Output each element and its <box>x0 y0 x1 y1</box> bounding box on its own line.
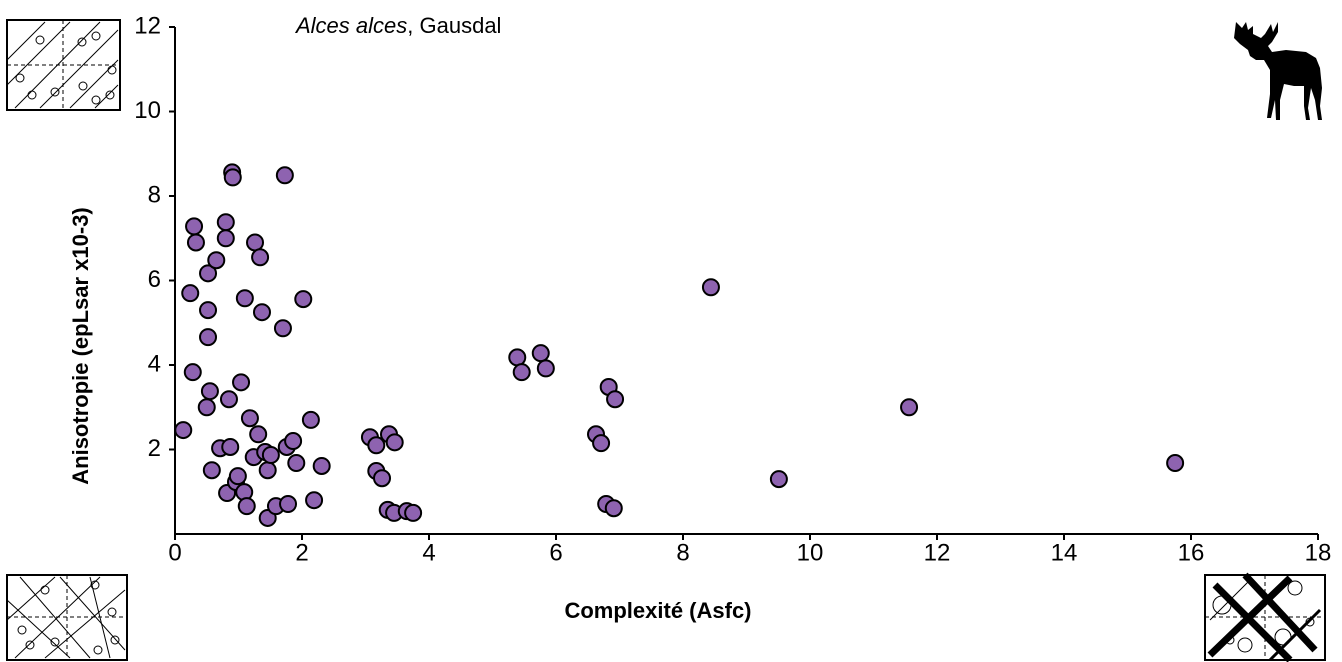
y-tick-label: 8 <box>148 181 161 208</box>
data-point <box>174 421 193 440</box>
x-tick-label: 16 <box>1178 539 1205 566</box>
data-point <box>183 363 202 382</box>
data-point <box>305 491 324 510</box>
data-point <box>275 166 294 185</box>
data-point <box>237 497 256 516</box>
data-point <box>199 328 218 347</box>
data-point <box>606 390 625 409</box>
data-point <box>312 456 331 475</box>
data-point <box>216 229 235 248</box>
data-point <box>273 319 292 338</box>
y-tick-label: 6 <box>148 266 161 293</box>
x-tick-label: 2 <box>295 539 308 566</box>
data-point <box>246 233 265 252</box>
data-point <box>512 363 531 382</box>
icon-bottom-right <box>1204 572 1326 662</box>
data-point <box>385 433 404 452</box>
data-point <box>199 264 218 283</box>
data-point <box>185 217 204 236</box>
data-point <box>251 248 270 267</box>
data-point <box>284 432 303 451</box>
data-point <box>200 382 219 401</box>
data-point <box>252 303 271 322</box>
data-point <box>701 278 720 297</box>
data-point <box>186 233 205 252</box>
y-tick-label: 12 <box>134 12 161 39</box>
data-point <box>279 495 298 514</box>
data-point <box>531 344 550 363</box>
y-tick-label: 10 <box>134 97 161 124</box>
data-point <box>235 289 254 308</box>
data-point <box>592 434 611 453</box>
x-tick-label: 12 <box>924 539 951 566</box>
chart-title: Alces alces, Gausdal <box>294 13 501 38</box>
data-point <box>367 436 386 455</box>
x-tick-label: 10 <box>797 539 824 566</box>
x-tick-label: 4 <box>422 539 435 566</box>
title-site: , Gausdal <box>407 13 501 38</box>
data-point <box>221 437 240 456</box>
data-point <box>604 499 623 518</box>
data-point <box>232 373 251 392</box>
data-point <box>207 251 226 270</box>
data-point <box>223 168 242 187</box>
y-tick-label: 2 <box>148 435 161 462</box>
data-point <box>219 390 238 409</box>
data-point <box>181 284 200 303</box>
moose-icon <box>1234 22 1322 120</box>
x-tick-label: 14 <box>1051 539 1078 566</box>
icon-bottom-left <box>6 574 128 661</box>
x-tick-label: 0 <box>168 539 181 566</box>
data-point <box>301 410 320 429</box>
data-point <box>1166 454 1185 473</box>
x-tick-label: 18 <box>1305 539 1332 566</box>
data-point <box>769 470 788 489</box>
data-point <box>202 461 221 480</box>
data-point <box>900 398 919 417</box>
data-point <box>536 359 555 378</box>
data-point <box>404 503 423 522</box>
x-tick-label: 6 <box>549 539 562 566</box>
y-axis-label: Anisotropie (epLsar x10-3) <box>68 207 93 485</box>
data-point <box>261 445 280 464</box>
data-point <box>373 469 392 488</box>
icon-top-left <box>6 19 121 111</box>
title-species: Alces alces <box>294 13 407 38</box>
data-point <box>508 348 527 367</box>
data-point <box>240 409 259 428</box>
data-point <box>249 425 268 444</box>
data-point <box>216 213 235 232</box>
data-point <box>228 467 247 486</box>
data-point <box>258 461 277 480</box>
data-point <box>287 454 306 473</box>
x-axis-label: Complexité (Asfc) <box>564 598 751 623</box>
data-point <box>197 398 216 417</box>
y-tick-label: 4 <box>148 350 161 377</box>
x-tick-label: 8 <box>676 539 689 566</box>
data-point <box>199 301 218 320</box>
data-point <box>294 290 313 309</box>
